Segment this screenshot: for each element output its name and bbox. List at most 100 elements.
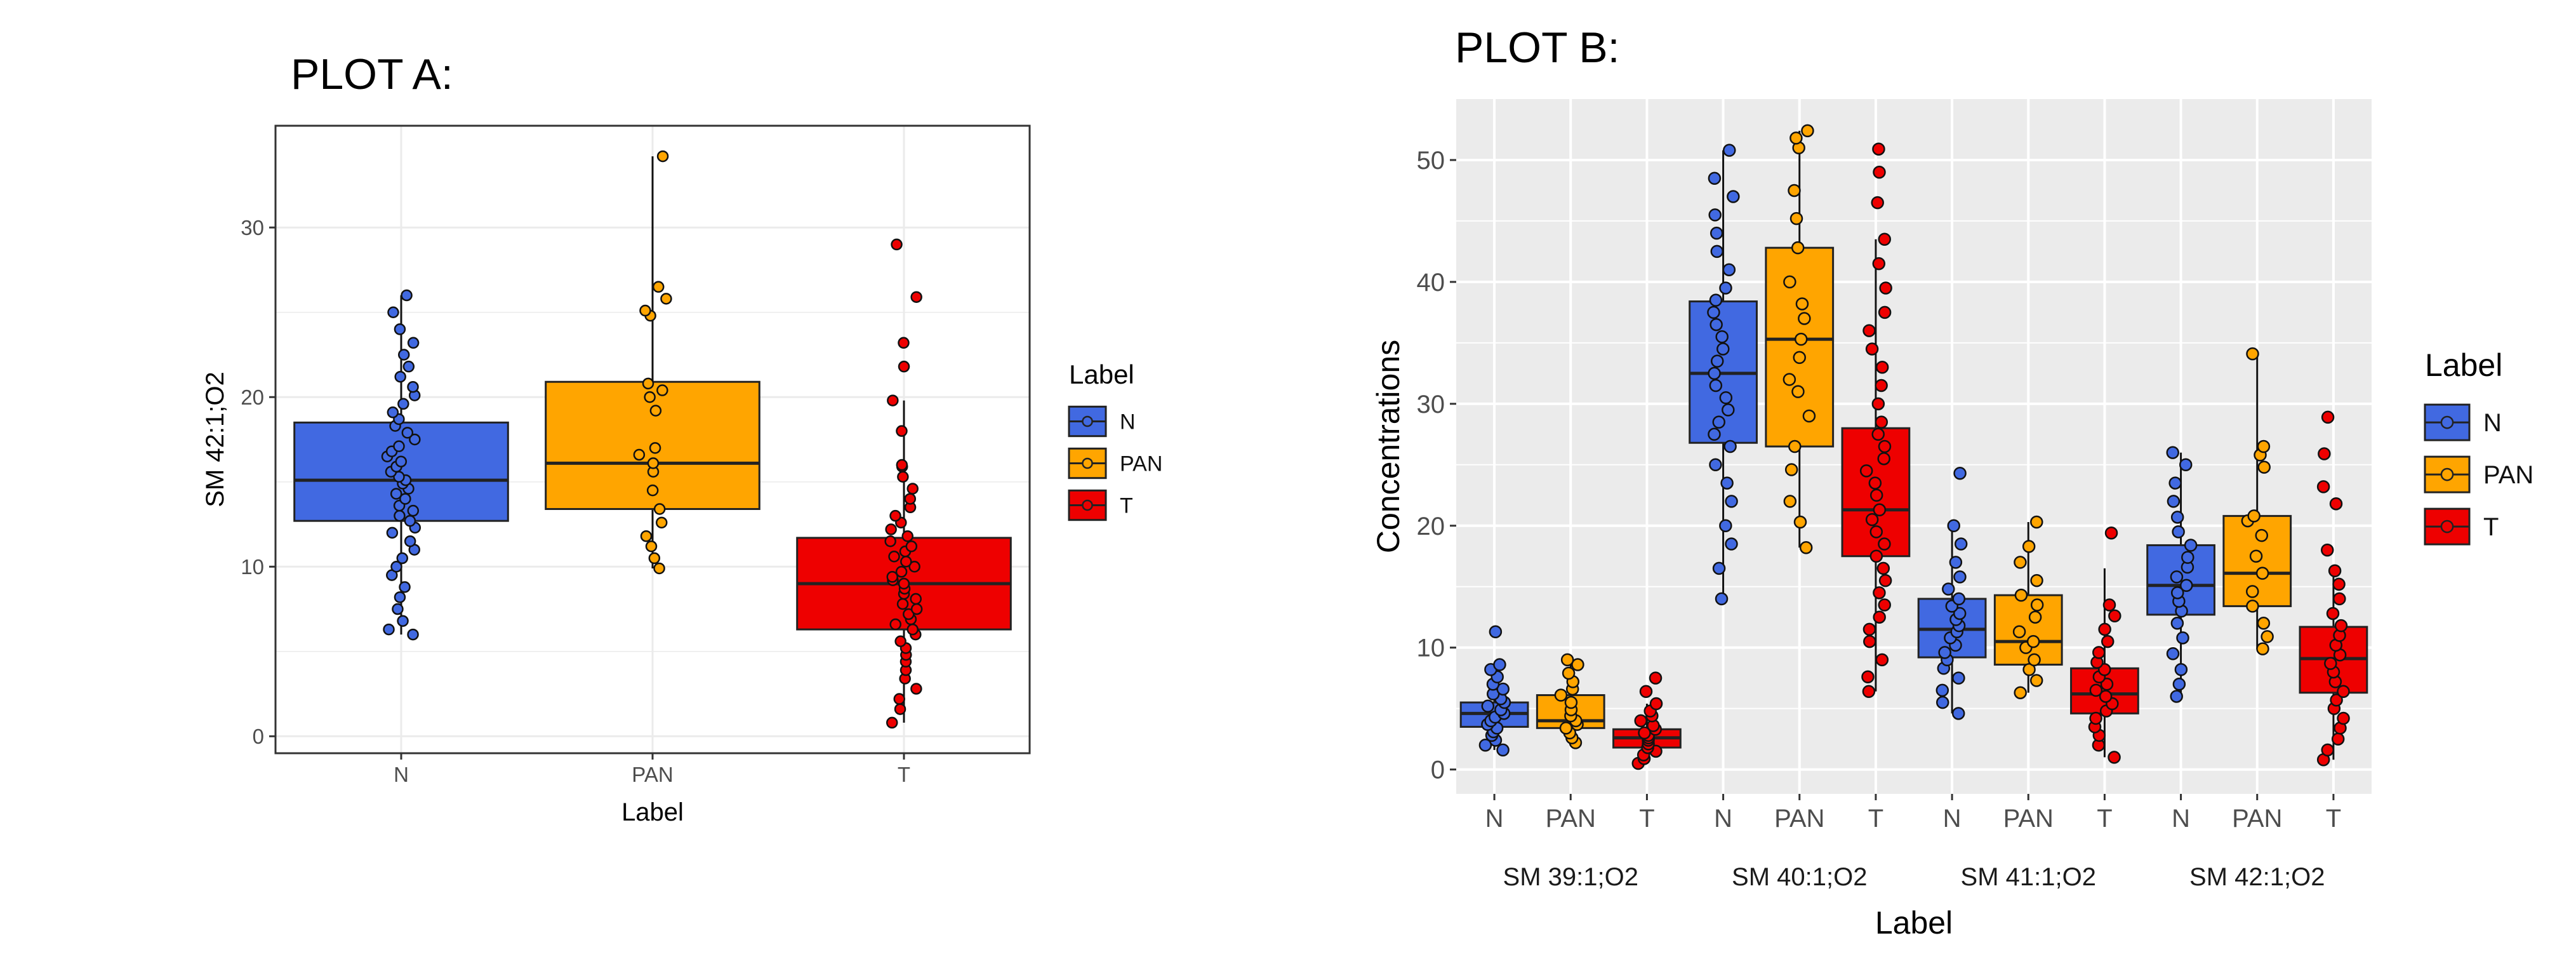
plot-a-x-axis-title: Label — [621, 798, 684, 826]
legend-key-point — [2440, 520, 2454, 533]
data-point — [1861, 670, 1875, 683]
plot-b-y-axis-title: Concentrations — [1371, 340, 1406, 553]
data-point — [1707, 305, 1720, 319]
data-point — [656, 384, 668, 396]
data-point — [2181, 551, 2194, 564]
box-SM-39-1-O2-N — [1459, 625, 1529, 757]
data-point — [1877, 452, 1890, 466]
data-point — [401, 427, 414, 439]
data-point — [652, 281, 665, 293]
data-point — [1710, 226, 1723, 240]
data-point — [1791, 241, 1805, 255]
box-SM-42-1-O2-N — [2146, 446, 2215, 703]
data-point — [1878, 598, 1891, 612]
data-point — [640, 530, 653, 542]
data-point — [397, 398, 409, 410]
data-point — [1869, 488, 1883, 502]
data-point — [2014, 686, 2027, 699]
x-tick-label: T — [2326, 805, 2341, 833]
data-point — [2179, 458, 2193, 472]
data-point — [1859, 464, 1873, 478]
data-point — [1872, 142, 1885, 156]
data-point — [1709, 458, 1722, 472]
data-point — [1722, 263, 1736, 276]
x-tick-label: N — [2172, 805, 2190, 833]
group-label: SM 40:1;O2 — [1732, 863, 1867, 891]
data-point — [387, 306, 399, 318]
data-point — [2255, 567, 2269, 580]
data-point — [1715, 592, 1729, 606]
data-point — [1951, 707, 1965, 720]
data-point — [1720, 476, 1734, 490]
data-point — [1949, 556, 1963, 569]
data-point — [2329, 497, 2343, 511]
data-point — [2320, 543, 2334, 557]
legend-label: T — [1120, 493, 1133, 518]
data-point — [1952, 671, 1965, 685]
plot-a: 0 10 20 30 N PAN T Label SM 42:1;O2 Label N PAN… — [201, 124, 1162, 826]
data-point — [885, 523, 897, 535]
data-point — [1875, 653, 1889, 667]
data-point — [2014, 588, 2028, 602]
data-point — [407, 337, 420, 349]
data-point — [394, 591, 406, 603]
legend-item-t: T — [1068, 489, 1133, 521]
data-point — [2246, 600, 2259, 613]
data-point — [394, 323, 406, 335]
box-SM-41-1-O2-N — [1917, 466, 1987, 720]
data-point — [407, 628, 419, 641]
data-point — [897, 471, 909, 483]
data-point — [390, 488, 402, 500]
data-point — [656, 150, 669, 163]
data-point — [1869, 525, 1883, 539]
data-point — [649, 405, 662, 417]
data-point — [1649, 671, 1663, 685]
data-point — [904, 493, 917, 505]
data-point — [2102, 598, 2116, 612]
data-point — [1793, 351, 1806, 365]
legend-label: N — [2483, 409, 2502, 437]
x-tick-label: T — [1639, 805, 1654, 833]
data-point — [1723, 144, 1736, 157]
data-point — [2014, 556, 2027, 569]
plot-b-group-labels: SM 39:1;O2 SM 40:1;O2 SM 41:1;O2 SM 42:1;O2 — [1503, 863, 2325, 891]
data-point — [1873, 503, 1887, 517]
plot-a-y-axis: 0 10 20 30 — [241, 216, 276, 748]
data-point — [2249, 549, 2263, 563]
plot-b-panel-background — [1456, 99, 2372, 794]
legend-label: N — [1120, 410, 1136, 434]
x-tick-label: PAN — [2003, 805, 2054, 833]
data-point — [2030, 515, 2043, 529]
plot-b-legend: Label N PAN T — [2424, 347, 2533, 546]
data-point — [2246, 347, 2259, 361]
data-point — [886, 571, 898, 583]
data-point — [1873, 586, 1886, 600]
data-point — [399, 581, 411, 593]
data-point — [896, 459, 908, 471]
data-point — [2257, 460, 2271, 474]
box-SM-39-1-O2-PAN — [1536, 653, 1605, 749]
data-point — [2099, 690, 2113, 703]
legend-title: Label — [1069, 359, 1134, 389]
box-SM-39-1-O2-T — [1612, 671, 1682, 770]
data-point — [1639, 685, 1653, 699]
data-point — [1876, 561, 1890, 575]
data-point — [2326, 607, 2340, 620]
box-SM-40-1-O2-T — [1841, 142, 1911, 699]
data-point — [1873, 610, 1886, 624]
data-point — [889, 509, 901, 522]
data-point — [394, 509, 406, 522]
data-point — [893, 693, 905, 705]
data-point — [895, 566, 908, 578]
data-point — [644, 391, 656, 403]
y-tick-label: 20 — [241, 386, 264, 409]
data-point — [1869, 549, 1883, 563]
data-point — [649, 442, 661, 454]
data-point — [2255, 528, 2269, 542]
data-point — [1493, 658, 1506, 671]
data-point — [648, 552, 661, 565]
data-point — [1879, 281, 1892, 295]
data-point — [2100, 678, 2114, 691]
data-point — [1862, 324, 1876, 337]
